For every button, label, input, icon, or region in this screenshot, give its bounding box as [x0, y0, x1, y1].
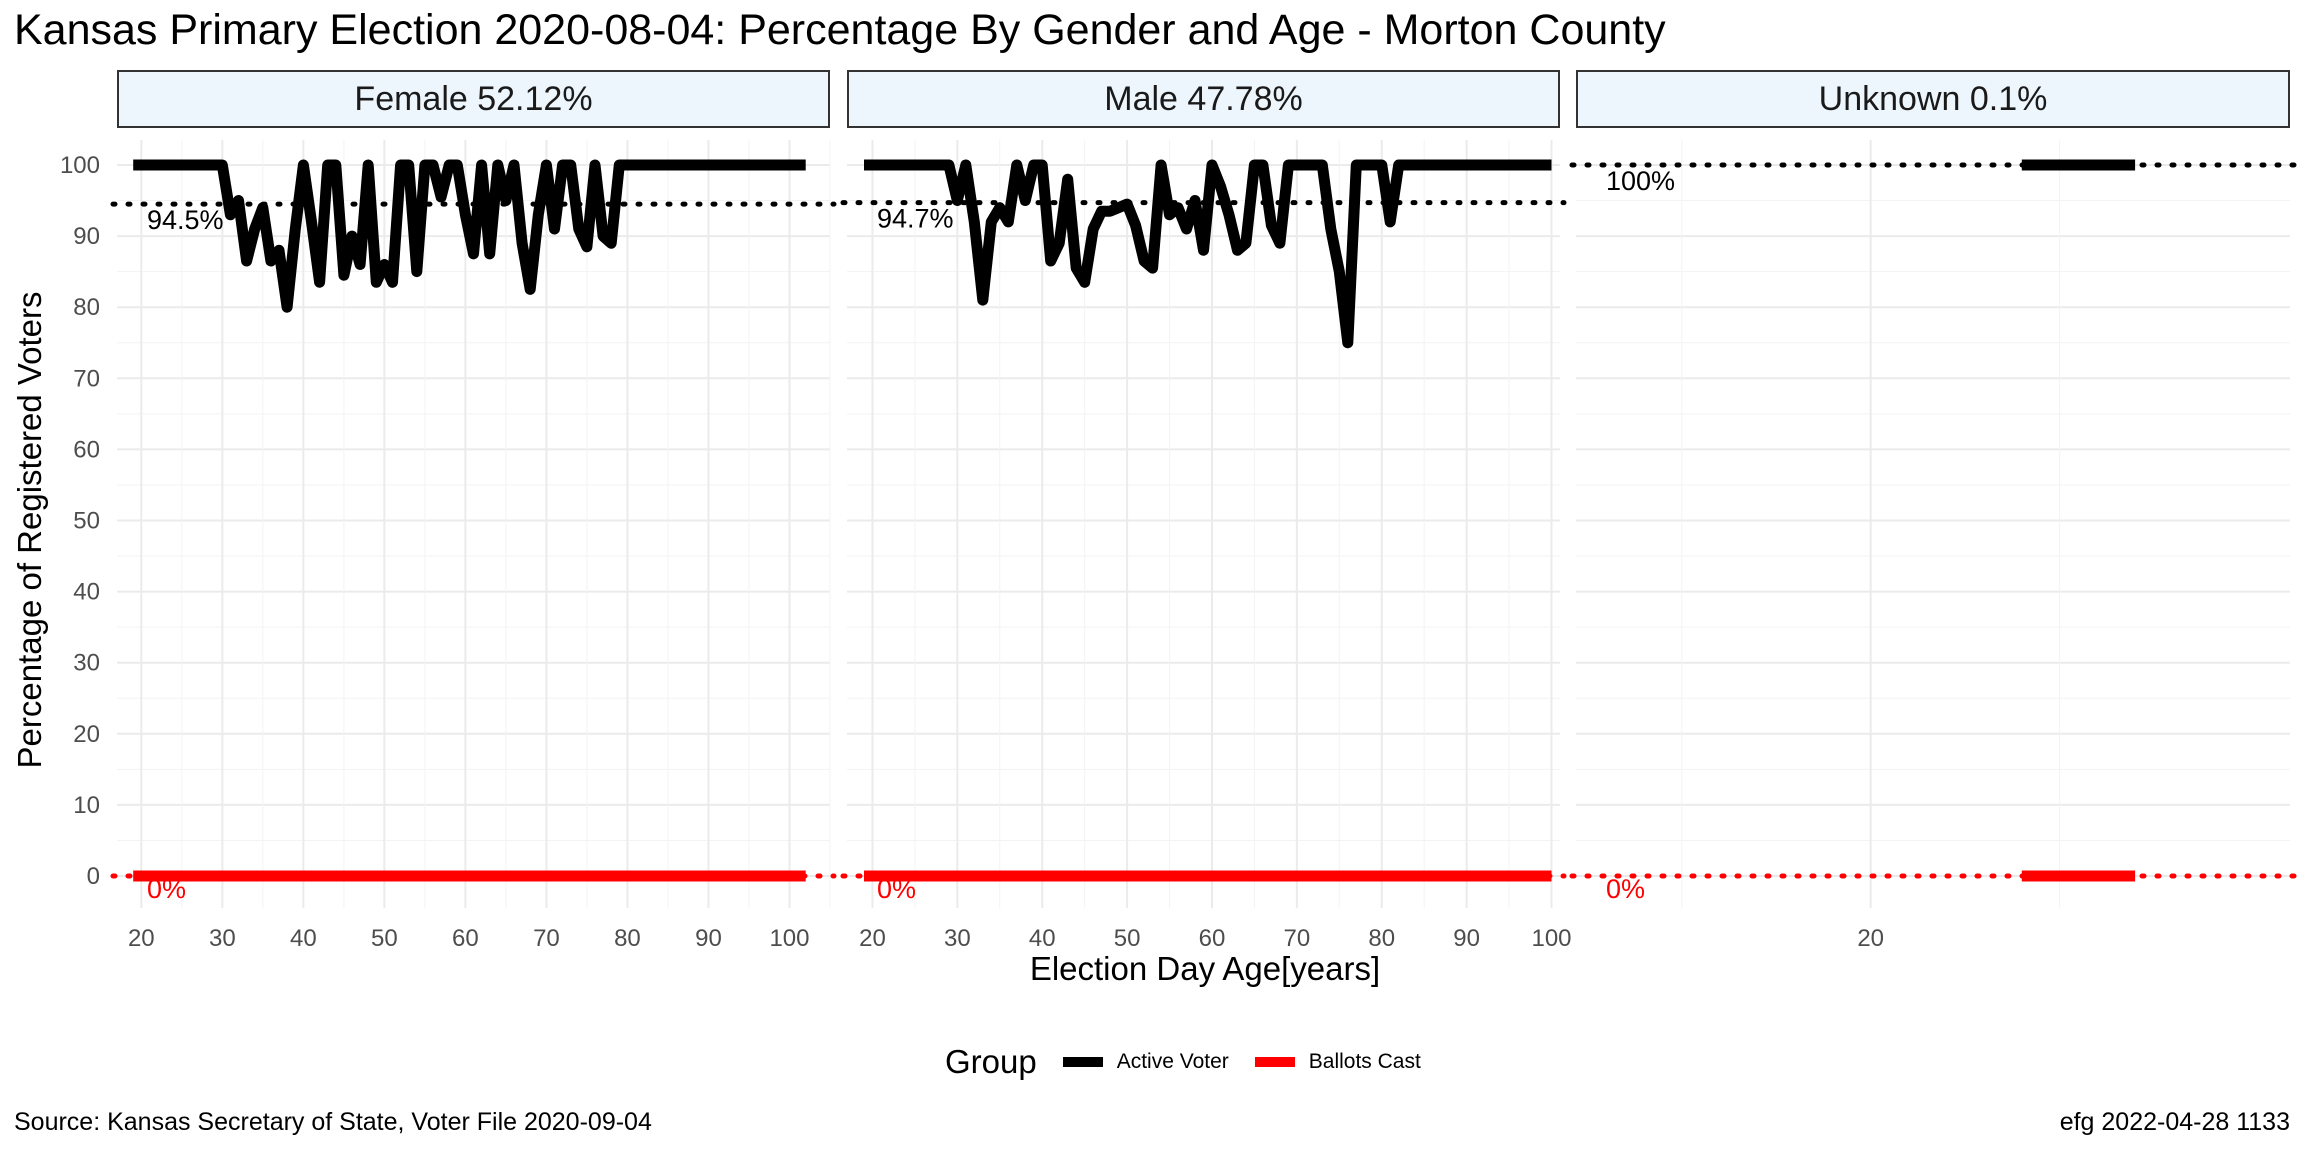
x-tick-label: 30	[209, 925, 236, 952]
series-line-active-voter	[864, 159, 1552, 349]
y-axis-label: Percentage of Registered Voters	[11, 291, 48, 769]
facet-strip-female: Female 52.12%	[117, 70, 830, 128]
x-tick-label: 50	[371, 925, 398, 952]
reference-label: 100%	[1606, 166, 1675, 196]
series-line-active-voter	[133, 159, 806, 313]
x-tick-label: 20	[1857, 925, 1884, 952]
y-tick-label: 0	[87, 863, 100, 890]
x-tick-label: 60	[1199, 925, 1226, 952]
facet-strip-unknown: Unknown 0.1%	[1576, 70, 2290, 128]
x-tick-label: 70	[533, 925, 560, 952]
legend-key-active-voter	[1062, 1057, 1103, 1067]
y-tick-label: 80	[73, 294, 100, 321]
x-tick-label: 50	[1114, 925, 1141, 952]
facet-label-female: Female 52.12%	[354, 79, 593, 118]
reference-label: 0%	[1606, 874, 1645, 904]
reference-label: 0%	[147, 874, 186, 904]
x-tick-label: 40	[1029, 925, 1056, 952]
legend-label-ballots-cast: Ballots Cast	[1308, 1050, 1421, 1073]
x-tick-label: 80	[1368, 925, 1395, 952]
facet-label-unknown: Unknown 0.1%	[1818, 79, 2048, 118]
x-tick-label: 20	[859, 925, 886, 952]
facet-strip-male: Male 47.78%	[847, 70, 1560, 128]
reference-label: 0%	[877, 874, 916, 904]
x-tick-label: 70	[1284, 925, 1311, 952]
x-tick-label: 40	[290, 925, 317, 952]
y-tick-label: 90	[73, 223, 100, 250]
y-tick-label: 50	[73, 508, 100, 535]
y-tick-label: 20	[73, 721, 100, 748]
x-tick-label: 20	[128, 925, 155, 952]
legend-label-active-voter: Active Voter	[1116, 1050, 1229, 1073]
legend-item-active-voter: Active Voter	[1062, 1050, 1229, 1074]
x-tick-label: 90	[1453, 925, 1480, 952]
y-tick-label: 10	[73, 792, 100, 819]
x-tick-label: 30	[944, 925, 971, 952]
legend-title: Group	[945, 1043, 1037, 1080]
facet-panel-0	[110, 140, 837, 908]
facet-panel-2	[1569, 140, 2297, 908]
y-tick-label: 40	[73, 579, 100, 606]
source-caption: Source: Kansas Secretary of State, Voter…	[14, 1108, 652, 1136]
x-axis-label: Election Day Age[years]	[1029, 950, 1381, 987]
y-tick-label: 100	[60, 152, 100, 179]
x-tick-label: 100	[769, 925, 809, 952]
facet-label-male: Male 47.78%	[1104, 79, 1303, 118]
y-tick-label: 30	[73, 650, 100, 677]
reference-label: 94.7%	[877, 204, 954, 234]
y-tick-label: 70	[73, 365, 100, 392]
y-tick-label: 60	[73, 436, 100, 463]
x-tick-label: 80	[614, 925, 641, 952]
x-tick-label: 60	[452, 925, 479, 952]
legend-item-ballots-cast: Ballots Cast	[1254, 1050, 1421, 1074]
facet-panel-1	[840, 140, 1567, 908]
x-tick-label: 90	[695, 925, 722, 952]
reference-label: 94.5%	[147, 205, 224, 235]
legend: Group Active Voter Ballots Cast	[945, 1040, 1447, 1084]
x-tick-label: 100	[1531, 925, 1571, 952]
timestamp-caption: efg 2022-04-28 1133	[2059, 1108, 2290, 1136]
legend-key-ballots-cast	[1254, 1057, 1295, 1067]
chart-title: Kansas Primary Election 2020-08-04: Perc…	[14, 6, 1666, 54]
